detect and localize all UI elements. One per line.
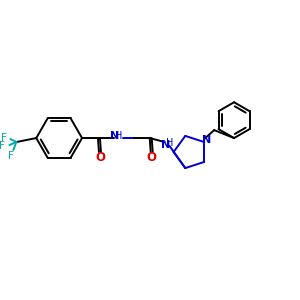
Text: F: F [8,151,14,161]
Text: F: F [2,133,7,143]
Text: N: N [161,140,170,150]
Text: H: H [166,138,173,148]
Text: O: O [95,152,105,164]
Text: F: F [0,141,5,151]
Text: H: H [115,131,122,141]
Text: N: N [110,131,119,141]
Text: O: O [147,152,157,164]
Text: N: N [202,135,211,145]
